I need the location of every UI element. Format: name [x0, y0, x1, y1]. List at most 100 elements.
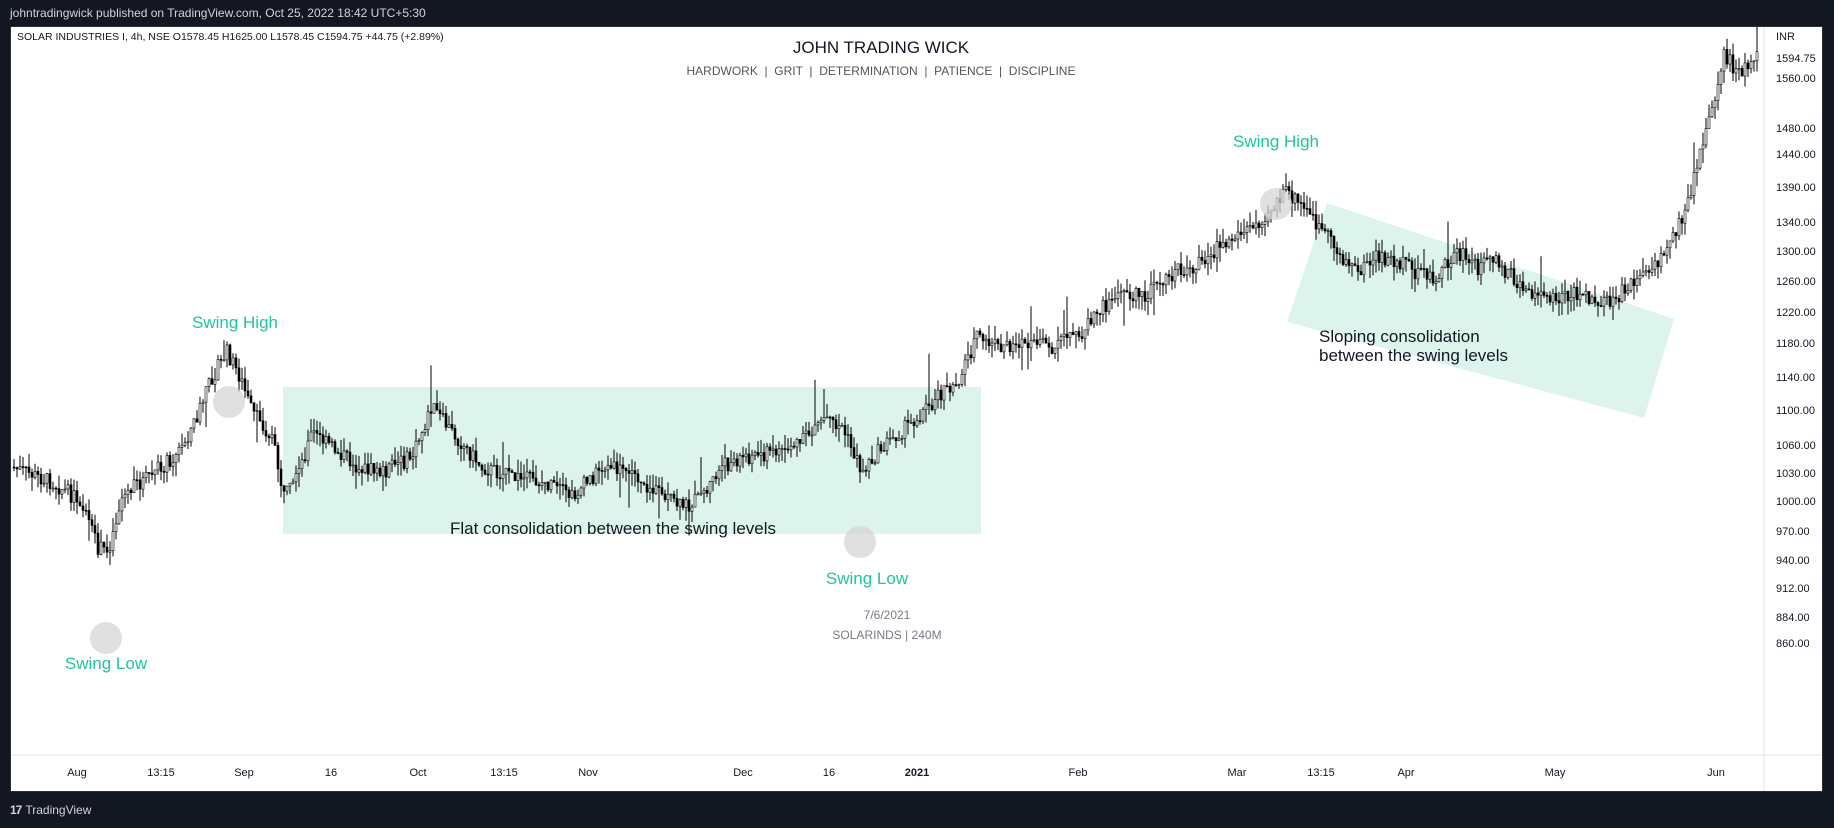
candle-body [282, 485, 286, 492]
candle-body [810, 434, 814, 437]
candle-body [504, 467, 508, 475]
candle-body [1305, 208, 1309, 210]
candle-body [423, 429, 427, 433]
candle-body [606, 464, 610, 471]
candle-body [1221, 241, 1225, 248]
candle-body [1326, 230, 1330, 232]
candle-body [30, 472, 34, 478]
candle-body [1623, 284, 1627, 294]
candle-body [51, 487, 55, 490]
candle-body [1557, 300, 1561, 304]
candle-body [1167, 274, 1171, 277]
candle-body [33, 471, 37, 478]
candle-body [510, 470, 514, 473]
candle-body [522, 477, 526, 480]
candle-body [468, 446, 472, 461]
tradingview-logo-text: TradingView [25, 803, 92, 817]
candle-body [432, 403, 436, 414]
candle-body [1479, 262, 1483, 276]
candle-body [786, 448, 790, 451]
candle-body [384, 466, 388, 478]
candle-body [768, 446, 772, 451]
candle-body [1080, 336, 1084, 339]
candle-body [1680, 218, 1684, 224]
candle-body [747, 453, 751, 464]
candle-body [171, 462, 175, 467]
candle-body [306, 440, 310, 462]
candle-body [1371, 259, 1375, 266]
candle-body [678, 499, 682, 507]
candle-body [186, 441, 190, 444]
candle-body [948, 385, 952, 393]
candle-body [501, 473, 505, 479]
price-axis[interactable]: 1594.75 1560.00 1480.00 1440.00 1390.00 1340.… [1776, 53, 1816, 650]
candle-body [1113, 298, 1117, 301]
candle-body [57, 488, 61, 495]
candle-body [1509, 268, 1513, 270]
candle-body [105, 546, 109, 553]
candle-body [1293, 193, 1297, 204]
candle-body [1239, 231, 1243, 235]
candle-body [1296, 193, 1300, 203]
candle-body [114, 523, 118, 532]
price-tick-label: 1300.00 [1776, 246, 1816, 258]
candle-body [1059, 336, 1063, 341]
candle-body [1698, 148, 1702, 169]
candle-body [558, 484, 562, 487]
candle-body [1437, 278, 1441, 282]
candle-body [72, 490, 76, 503]
candle-body [540, 482, 544, 486]
candle-body [1038, 339, 1042, 345]
candle-body [564, 484, 568, 491]
candle-body [516, 473, 520, 481]
candle-body [1332, 236, 1336, 249]
tradingview-logo[interactable]: 17 TradingView [10, 802, 91, 818]
sloping-consolidation-label-line-1: Sloping consolidation [1319, 327, 1480, 346]
candle-body [1755, 51, 1759, 62]
candle-body [147, 472, 151, 474]
candle-body [252, 402, 256, 412]
candle-body [1041, 337, 1045, 340]
time-axis[interactable]: Aug 13:15 Sep 16 Oct 13:15 Nov Dec 16 2021 Feb Mar 1… [67, 767, 1725, 779]
chart-frame[interactable]: SOLAR INDUSTRIES I, 4h, NSE O1578.45 H16… [10, 26, 1823, 792]
candles [12, 27, 1759, 565]
candle-body [315, 430, 319, 434]
candle-body [1197, 256, 1201, 270]
price-tick-label: 1340.00 [1776, 217, 1816, 229]
candle-body [990, 342, 994, 347]
candle-body [1314, 214, 1318, 230]
candle-body [477, 461, 481, 466]
candle-body [87, 510, 91, 521]
chart-svg[interactable]: SOLAR INDUSTRIES I, 4h, NSE O1578.45 H16… [11, 27, 1823, 792]
candle-body [975, 330, 979, 340]
candle-body [333, 441, 337, 453]
candle-body [21, 466, 25, 468]
candle-body [651, 487, 655, 494]
candle-body [1521, 281, 1525, 291]
candle-body [498, 477, 502, 480]
candle-body [939, 389, 943, 401]
candle-body [1299, 202, 1303, 204]
candle-body [1014, 343, 1018, 346]
candle-body [1023, 338, 1027, 344]
time-tick-label: Oct [409, 767, 426, 779]
candle-body [96, 532, 100, 555]
swing-high-label-1: Swing High [192, 313, 278, 332]
candle-body [756, 452, 760, 456]
candle-body [1374, 250, 1378, 261]
candle-body [834, 419, 838, 430]
sloping-consolidation-label: Sloping consolidation between the swing … [1319, 327, 1508, 365]
candle-body [1650, 268, 1654, 273]
candle-body [204, 386, 208, 403]
candle-body [972, 338, 976, 359]
candle-body [1692, 172, 1696, 196]
candle-body [243, 378, 247, 392]
swing-low-marker-1 [90, 622, 122, 654]
candle-body [687, 499, 691, 512]
candle-body [822, 417, 826, 421]
candle-body [1722, 49, 1726, 72]
candle-body [486, 473, 490, 476]
candle-body [945, 385, 949, 387]
candle-body [1179, 263, 1183, 275]
tradingview-logo-icon: 17 [10, 803, 22, 817]
